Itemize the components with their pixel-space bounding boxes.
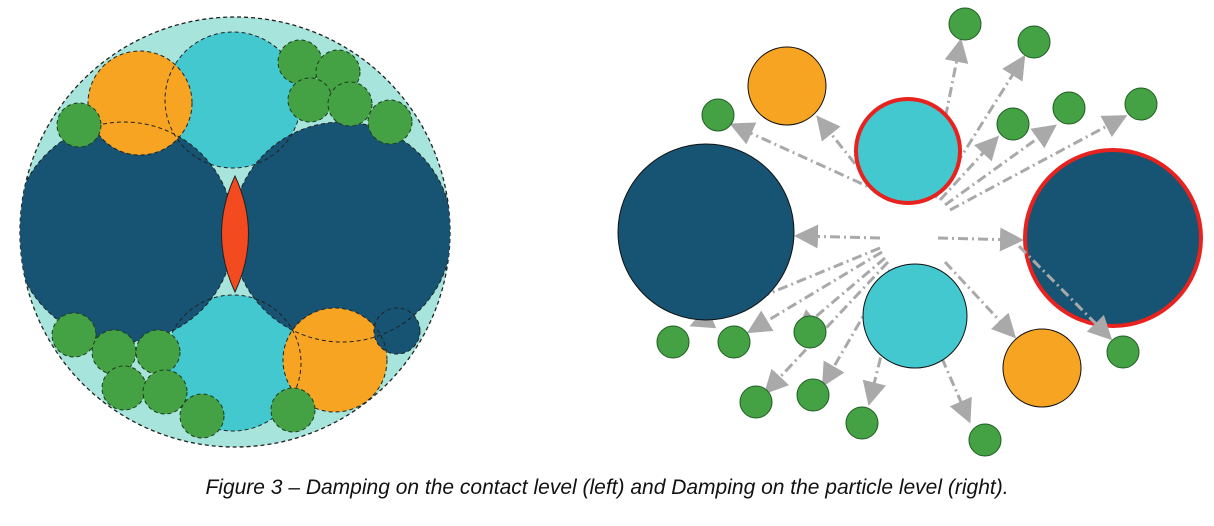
cyan-particle-top-highlighted bbox=[854, 97, 962, 205]
green-particle-9 bbox=[793, 315, 827, 349]
damping-arrow-7 bbox=[938, 135, 1000, 202]
damping-arrow-3 bbox=[729, 122, 881, 194]
dark-particle-right bbox=[232, 122, 450, 342]
green-particle-10 bbox=[1106, 335, 1140, 369]
green-particle-13 bbox=[845, 406, 879, 440]
green-particle-7 bbox=[656, 325, 690, 359]
orange-particle-bottom bbox=[283, 308, 387, 412]
green-particle-1 bbox=[948, 7, 982, 41]
green-particle-11 bbox=[142, 369, 188, 415]
damping-arrow-9 bbox=[949, 115, 1128, 212]
green-particle-13 bbox=[270, 387, 316, 433]
damping-arrow-17 bbox=[943, 260, 1017, 339]
green-particle-9 bbox=[135, 329, 181, 375]
green-particle-4 bbox=[996, 107, 1030, 141]
damping-arrow-11 bbox=[746, 250, 883, 334]
green-particle-2 bbox=[277, 39, 323, 85]
orange-particle-bottom bbox=[1002, 328, 1082, 408]
green-particle-5 bbox=[327, 81, 373, 127]
orange-particle-top bbox=[747, 46, 827, 126]
green-particle-11 bbox=[739, 385, 773, 419]
contact-region bbox=[221, 174, 249, 294]
left-green-particles bbox=[51, 39, 413, 439]
contact-level-panel bbox=[19, 16, 451, 448]
green-particle-6 bbox=[367, 99, 413, 145]
green-particle-3 bbox=[701, 98, 735, 132]
green-particle-1 bbox=[56, 102, 102, 148]
cyan-particle-bottom bbox=[862, 263, 968, 369]
damping-arrow-18 bbox=[1003, 230, 1113, 341]
particle-level-panel bbox=[617, 7, 1203, 457]
damping-arrow-2 bbox=[937, 227, 1024, 252]
green-particle-5 bbox=[1052, 91, 1086, 125]
damping-arrow-8 bbox=[944, 124, 1057, 207]
green-particle-12 bbox=[796, 378, 830, 412]
figure-caption: Figure 3 – Damping on the contact level … bbox=[205, 476, 1009, 499]
green-particle-2 bbox=[1017, 25, 1051, 59]
green-particle-6 bbox=[1124, 87, 1158, 121]
green-particle-12 bbox=[179, 393, 225, 439]
green-particle-4 bbox=[287, 77, 333, 123]
dark-particle-left bbox=[617, 143, 795, 321]
orange-particle-top bbox=[88, 51, 192, 155]
damping-arrow-13 bbox=[763, 260, 890, 395]
damping-arrows-overlay bbox=[1003, 230, 1113, 341]
green-particle-10 bbox=[101, 365, 147, 411]
damping-arrow-12 bbox=[795, 256, 886, 334]
right-green-particles bbox=[656, 7, 1158, 457]
green-particle-8 bbox=[717, 325, 751, 359]
dark-particle-left bbox=[20, 122, 234, 342]
dark-particle-right-highlighted bbox=[1023, 148, 1203, 328]
figure bbox=[19, 7, 1203, 457]
damping-arrow-1 bbox=[794, 224, 881, 249]
green-particle-7 bbox=[51, 312, 97, 358]
damping-arrow-4 bbox=[816, 115, 882, 196]
green-particle-14 bbox=[968, 423, 1002, 457]
figure-canvas bbox=[19, 7, 1203, 457]
cyan-particle-top bbox=[165, 32, 301, 168]
